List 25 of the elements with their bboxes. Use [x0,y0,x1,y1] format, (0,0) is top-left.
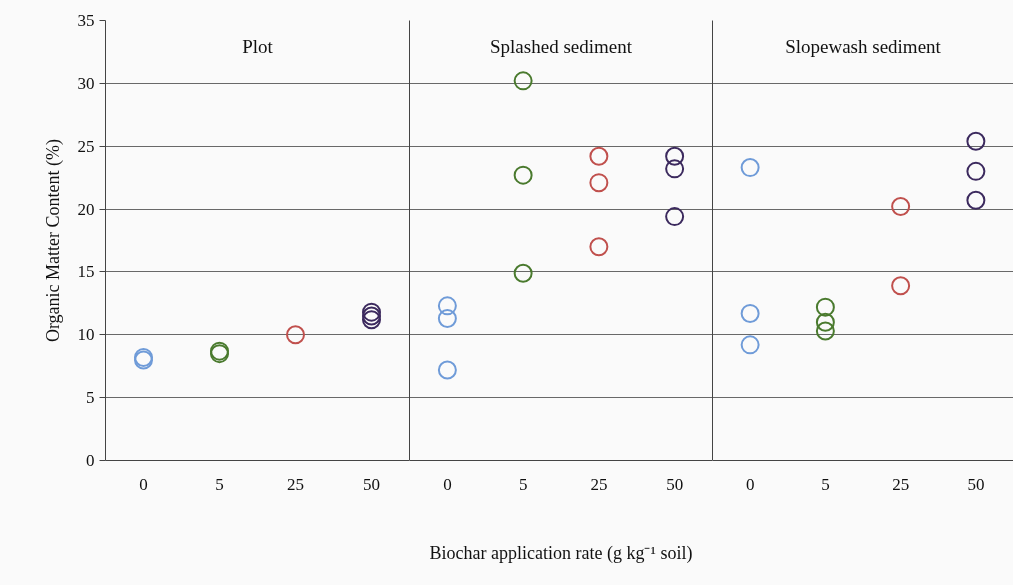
x-tick-label: 5 [215,474,224,494]
y-tick-label: 5 [86,388,95,408]
y-axis-title: Organic Matter Content (%) [42,138,64,343]
x-tick-label: 0 [139,474,148,494]
text: Slopewash sediment [785,35,942,57]
y-tick-label: 30 [77,73,95,93]
x-tick-label: 0 [745,474,755,494]
y-tick-label: 15 [77,262,95,282]
x-tick-label: 5 [821,474,830,494]
x-tick-label: 50 [967,474,985,494]
x-tick-label: 0 [443,474,452,494]
y-tick-label: 25 [77,136,95,156]
x-tick-label: 25 [287,474,304,494]
y-tick-label: 20 [77,199,95,219]
x-tick-label: 5 [518,474,528,494]
x-tick-label: 25 [892,474,910,494]
y-tick-label: 10 [77,325,95,345]
y-tick-label: 0 [86,451,95,470]
x-tick-label: 25 [590,474,608,494]
y-tick-label: 35 [77,11,95,30]
text: Plot [242,35,274,57]
x-tick-label: 50 [666,474,684,494]
x-tick-label: 50 [363,474,380,494]
text: Splashed sediment [490,35,633,57]
x-axis-title: Biochar application rate (g kg⁻¹ soil) [429,542,693,564]
